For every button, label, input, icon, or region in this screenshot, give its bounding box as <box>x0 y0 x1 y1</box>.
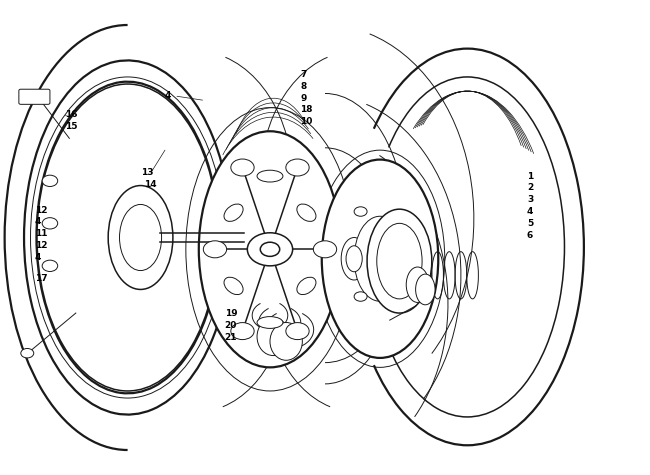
Ellipse shape <box>270 323 302 360</box>
Ellipse shape <box>199 131 341 367</box>
Circle shape <box>42 175 58 187</box>
Text: 13: 13 <box>140 168 153 177</box>
Ellipse shape <box>120 204 162 271</box>
Text: 19: 19 <box>225 310 237 319</box>
Ellipse shape <box>377 223 422 299</box>
Text: 8: 8 <box>300 82 307 91</box>
Circle shape <box>286 323 309 340</box>
Text: 12: 12 <box>35 241 47 250</box>
Ellipse shape <box>297 204 316 221</box>
Circle shape <box>354 207 367 216</box>
Text: 4: 4 <box>164 91 171 100</box>
Ellipse shape <box>224 204 243 221</box>
FancyBboxPatch shape <box>19 89 50 104</box>
Text: 17: 17 <box>35 274 47 283</box>
Circle shape <box>42 260 58 272</box>
Ellipse shape <box>354 216 406 301</box>
Circle shape <box>21 349 34 358</box>
Circle shape <box>354 292 367 301</box>
Text: 18: 18 <box>300 105 313 114</box>
Text: 11: 11 <box>35 229 47 238</box>
Ellipse shape <box>406 267 429 303</box>
Text: 15: 15 <box>65 122 77 131</box>
Ellipse shape <box>257 317 283 328</box>
Ellipse shape <box>367 209 432 313</box>
Text: 21: 21 <box>225 333 237 342</box>
Text: 12: 12 <box>35 206 47 215</box>
Text: 20: 20 <box>225 321 237 330</box>
Ellipse shape <box>257 170 283 182</box>
Circle shape <box>260 242 280 256</box>
Ellipse shape <box>297 277 316 294</box>
Circle shape <box>231 323 254 340</box>
Ellipse shape <box>108 186 173 289</box>
Circle shape <box>313 241 337 258</box>
Text: 10: 10 <box>300 117 313 126</box>
Circle shape <box>248 233 292 266</box>
Text: 5: 5 <box>527 219 533 228</box>
Text: 4: 4 <box>527 207 533 216</box>
Ellipse shape <box>341 238 367 280</box>
Text: 4: 4 <box>35 218 42 227</box>
Ellipse shape <box>322 160 438 358</box>
Text: 4: 4 <box>35 253 42 262</box>
Ellipse shape <box>346 246 362 272</box>
Text: 1: 1 <box>527 171 533 180</box>
Ellipse shape <box>37 84 218 391</box>
Text: 3: 3 <box>527 195 533 204</box>
Text: 7: 7 <box>300 70 307 79</box>
Text: 14: 14 <box>144 180 157 189</box>
Text: 2: 2 <box>527 183 533 192</box>
Circle shape <box>231 159 254 176</box>
Ellipse shape <box>257 318 289 356</box>
Ellipse shape <box>224 277 243 294</box>
Text: 16: 16 <box>65 110 77 119</box>
Circle shape <box>42 218 58 229</box>
Ellipse shape <box>415 274 435 305</box>
Circle shape <box>203 241 227 258</box>
Text: 9: 9 <box>300 94 307 103</box>
Text: 6: 6 <box>527 231 533 240</box>
Circle shape <box>286 159 309 176</box>
